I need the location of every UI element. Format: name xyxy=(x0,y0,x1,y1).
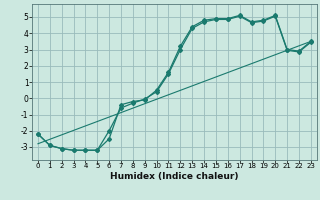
X-axis label: Humidex (Indice chaleur): Humidex (Indice chaleur) xyxy=(110,172,239,181)
